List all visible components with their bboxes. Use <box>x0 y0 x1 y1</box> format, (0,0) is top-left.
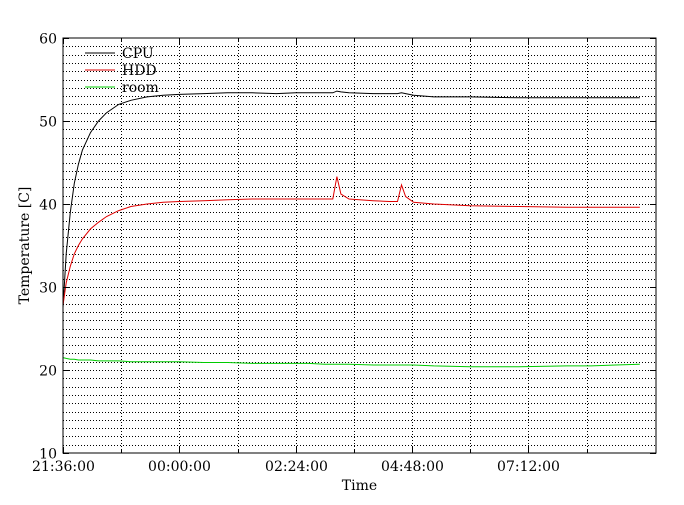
x-tick-label: 07:12:00 <box>497 459 560 475</box>
series-layer <box>62 90 640 368</box>
x-axis-title: Time <box>342 478 377 494</box>
grid-layer <box>63 38 656 453</box>
series-line-hdd <box>62 176 640 306</box>
y-tick-label: 10 <box>39 447 57 463</box>
y-tick-label: 50 <box>39 115 57 131</box>
legend-label-hdd: HDD <box>122 63 157 79</box>
y-tick-label: 30 <box>39 281 57 297</box>
series-line-room <box>62 357 640 368</box>
y-tick-label: 60 <box>39 32 57 48</box>
series-line-cpu <box>62 90 640 308</box>
plot-frame <box>62 37 657 454</box>
y-tick-label: 40 <box>39 198 57 214</box>
legend-label-room: room <box>122 80 159 96</box>
x-tick-label: 00:00:00 <box>148 459 211 475</box>
x-tick-label: 04:48:00 <box>381 459 444 475</box>
x-tick-label: 21:36:00 <box>32 459 95 475</box>
tick-layer: 10 20 30 40 50 60 21:36:00 00:00:00 02:24:00 04:4… <box>32 32 656 475</box>
y-axis-title: Temperature [C] <box>17 187 33 305</box>
legend-label-cpu: CPU <box>122 46 154 62</box>
y-tick-label: 20 <box>39 364 57 380</box>
x-tick-label: 02:24:00 <box>265 459 328 475</box>
